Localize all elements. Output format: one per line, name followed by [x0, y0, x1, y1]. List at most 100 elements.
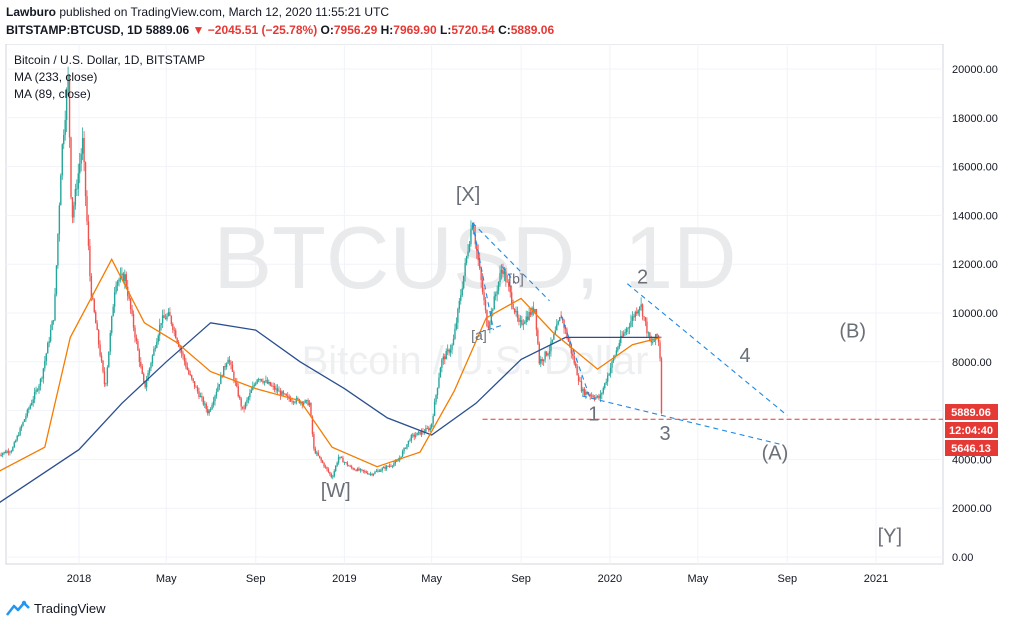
candle-body	[304, 400, 306, 403]
candle-body	[116, 281, 119, 286]
legend-ma233[interactable]: MA (233, close)	[14, 70, 97, 84]
candle-body	[458, 300, 461, 309]
ohlc-line: BITSTAMP:BTCUSD, 1D 5889.06 ▼ −2045.51 (…	[6, 23, 554, 37]
candle-body	[596, 395, 599, 397]
candle-body	[371, 473, 373, 476]
candle-body	[454, 328, 456, 339]
candle-body	[239, 396, 241, 399]
candle-body	[540, 359, 542, 364]
candle-body	[138, 350, 141, 363]
candle-body	[366, 472, 369, 475]
candle-body	[79, 163, 81, 174]
open-value: 7956.29	[333, 23, 378, 37]
candle-body	[35, 389, 37, 392]
candle-body	[409, 440, 411, 442]
candle-body	[282, 391, 285, 394]
candle-body	[74, 189, 77, 206]
candle-body	[58, 205, 61, 234]
candle-body	[241, 406, 244, 409]
y-tick-label: 18000.00	[952, 113, 998, 125]
close-value: 5889.06	[510, 23, 555, 37]
candle-body	[314, 448, 317, 454]
candle-body	[208, 410, 210, 414]
candle-body	[4, 451, 7, 453]
wave-label: 1	[588, 403, 599, 425]
candle-body	[263, 381, 266, 383]
candle-body	[583, 388, 586, 395]
low-value: 5720.54	[451, 23, 495, 37]
candle-body	[467, 251, 469, 257]
candle-body	[352, 468, 354, 470]
candle-body	[634, 311, 637, 318]
candle-body	[89, 245, 91, 276]
candle-body	[364, 471, 366, 472]
watermark-big: BTCUSD, 1D	[213, 208, 736, 307]
candle-body	[196, 387, 199, 392]
candle-body	[321, 460, 324, 463]
candle-body	[7, 451, 10, 453]
author[interactable]: Lawburo	[6, 5, 56, 19]
candle-body	[218, 384, 221, 387]
candle-body	[169, 312, 171, 317]
candle-body	[461, 288, 463, 296]
candle-body	[494, 294, 497, 297]
candle-body	[621, 335, 623, 337]
candle-body	[554, 330, 557, 335]
x-tick-label: 2019	[332, 573, 356, 585]
candle-body	[57, 233, 59, 266]
candle-body	[391, 465, 394, 467]
candle-body	[449, 349, 452, 353]
candle-body	[102, 360, 104, 372]
candle-body	[33, 391, 36, 400]
candle-body	[372, 473, 375, 476]
brand-name[interactable]: TradingView	[34, 600, 106, 616]
candle-body	[487, 326, 490, 329]
time-axis[interactable]: 2018 May Sep 2019 May Sep 2020 May Sep 2021	[67, 573, 888, 585]
price-chart[interactable]: BTCUSD, 1D Bitcoin / U.S. Dollar [W][X][…	[0, 44, 1013, 594]
candle-body	[444, 356, 446, 360]
candle-body	[611, 361, 613, 368]
candle-body	[112, 306, 114, 317]
candle-body	[13, 442, 15, 448]
candle-body	[602, 388, 605, 393]
candle-body	[97, 330, 100, 345]
candle-body	[535, 309, 538, 330]
candle-body	[641, 304, 644, 317]
candle-body	[209, 408, 212, 411]
candle-body	[156, 341, 158, 348]
candle-body	[446, 349, 449, 351]
candle-body	[51, 321, 53, 331]
candle-body	[455, 322, 458, 329]
wave-label: (A)	[762, 442, 789, 464]
candle-body	[236, 382, 238, 387]
candle-body	[439, 367, 442, 378]
candle-body	[12, 447, 14, 452]
candle-body	[287, 395, 289, 397]
candle-body	[163, 315, 165, 318]
candle-body	[609, 367, 612, 374]
candle-body	[534, 309, 536, 313]
x-tick-label: Sep	[511, 573, 531, 585]
candle-body	[551, 339, 554, 342]
candle-body	[289, 398, 292, 402]
price-axis[interactable]: 0.002000.004000.006000.008000.0010000.00…	[952, 64, 998, 564]
candle-body	[285, 393, 287, 396]
candle-body	[573, 355, 575, 364]
candle-body	[599, 394, 602, 399]
last-price-tag-bg	[945, 404, 998, 420]
candle-body	[326, 466, 328, 470]
candle-body	[324, 466, 327, 468]
candle-body	[659, 342, 661, 359]
trend-line	[472, 222, 550, 302]
candle-body	[308, 402, 311, 406]
candle-body	[420, 431, 423, 435]
candle-body	[640, 304, 642, 307]
candle-body	[637, 310, 639, 314]
candle-body	[39, 379, 42, 386]
candle-body	[145, 380, 148, 388]
legend-ma89[interactable]: MA (89, close)	[14, 87, 91, 101]
candle-body	[633, 316, 635, 318]
candle-body	[64, 120, 66, 136]
wave-label: [Y]	[878, 525, 902, 547]
watermark-small: Bitcoin / U.S. Dollar	[302, 339, 649, 383]
